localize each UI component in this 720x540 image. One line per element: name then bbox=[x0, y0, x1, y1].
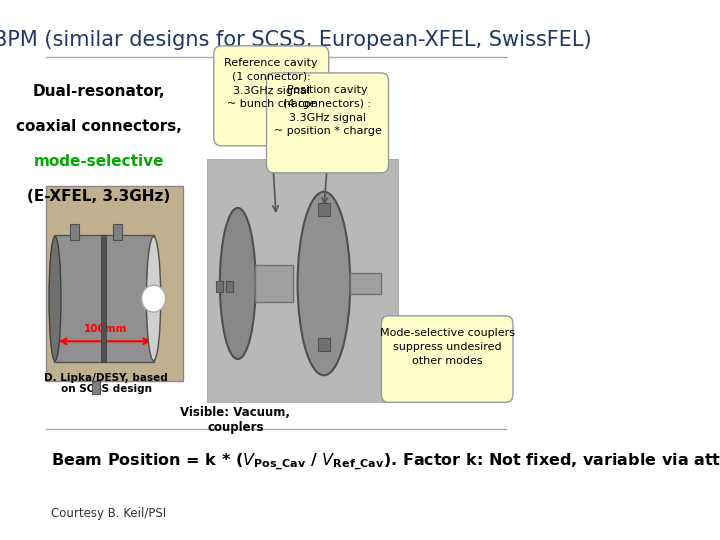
Bar bbox=[113, 224, 122, 240]
Bar bbox=[92, 381, 101, 394]
Bar bbox=[53, 235, 154, 362]
Bar bbox=[255, 265, 293, 302]
Text: mode-selective: mode-selective bbox=[34, 154, 164, 169]
Text: coaxial connectors,: coaxial connectors, bbox=[16, 119, 182, 134]
Bar bbox=[318, 202, 330, 216]
Ellipse shape bbox=[297, 192, 350, 375]
Bar bbox=[71, 224, 79, 240]
Ellipse shape bbox=[146, 237, 161, 361]
Bar bbox=[226, 281, 233, 292]
FancyBboxPatch shape bbox=[266, 73, 389, 173]
Ellipse shape bbox=[220, 208, 256, 359]
Text: Dual-resonator,: Dual-resonator, bbox=[33, 84, 166, 99]
Bar bbox=[318, 338, 330, 351]
Text: Mode-selective couplers
suppress undesired
other modes: Mode-selective couplers suppress undesir… bbox=[379, 328, 515, 366]
Bar bbox=[216, 281, 223, 292]
Bar bbox=[102, 235, 106, 362]
Text: (E-XFEL, 3.3GHz): (E-XFEL, 3.3GHz) bbox=[27, 189, 171, 204]
FancyBboxPatch shape bbox=[382, 316, 513, 402]
FancyBboxPatch shape bbox=[207, 159, 398, 402]
Text: Visible: Vacuum,
couplers: Visible: Vacuum, couplers bbox=[181, 406, 290, 434]
Circle shape bbox=[142, 285, 166, 312]
Text: D. Lipka/DESY, based
on SCSS design: D. Lipka/DESY, based on SCSS design bbox=[45, 373, 168, 394]
FancyBboxPatch shape bbox=[46, 186, 183, 381]
Text: 100mm: 100mm bbox=[84, 323, 127, 334]
Text: Courtesy B. Keil/PSI: Courtesy B. Keil/PSI bbox=[51, 507, 166, 519]
Ellipse shape bbox=[49, 237, 61, 361]
Text: Reference cavity
(1 connector):
3.3GHz signal
~ bunch charge: Reference cavity (1 connector): 3.3GHz s… bbox=[225, 58, 318, 109]
Text: Position cavity
(4 connectors) :
3.3GHz signal
~ position * charge: Position cavity (4 connectors) : 3.3GHz … bbox=[274, 85, 382, 136]
Text: RF-BPM (similar designs for SCSS, European-XFEL, SwissFEL): RF-BPM (similar designs for SCSS, Europe… bbox=[0, 30, 592, 50]
Text: Beam Position = k * ($V_{\mathregular{Pos\_Cav}}$ / $V_{\mathregular{Ref\_Cav}}$: Beam Position = k * ($V_{\mathregular{Po… bbox=[51, 451, 720, 472]
Bar bbox=[350, 273, 382, 294]
FancyBboxPatch shape bbox=[214, 46, 329, 146]
